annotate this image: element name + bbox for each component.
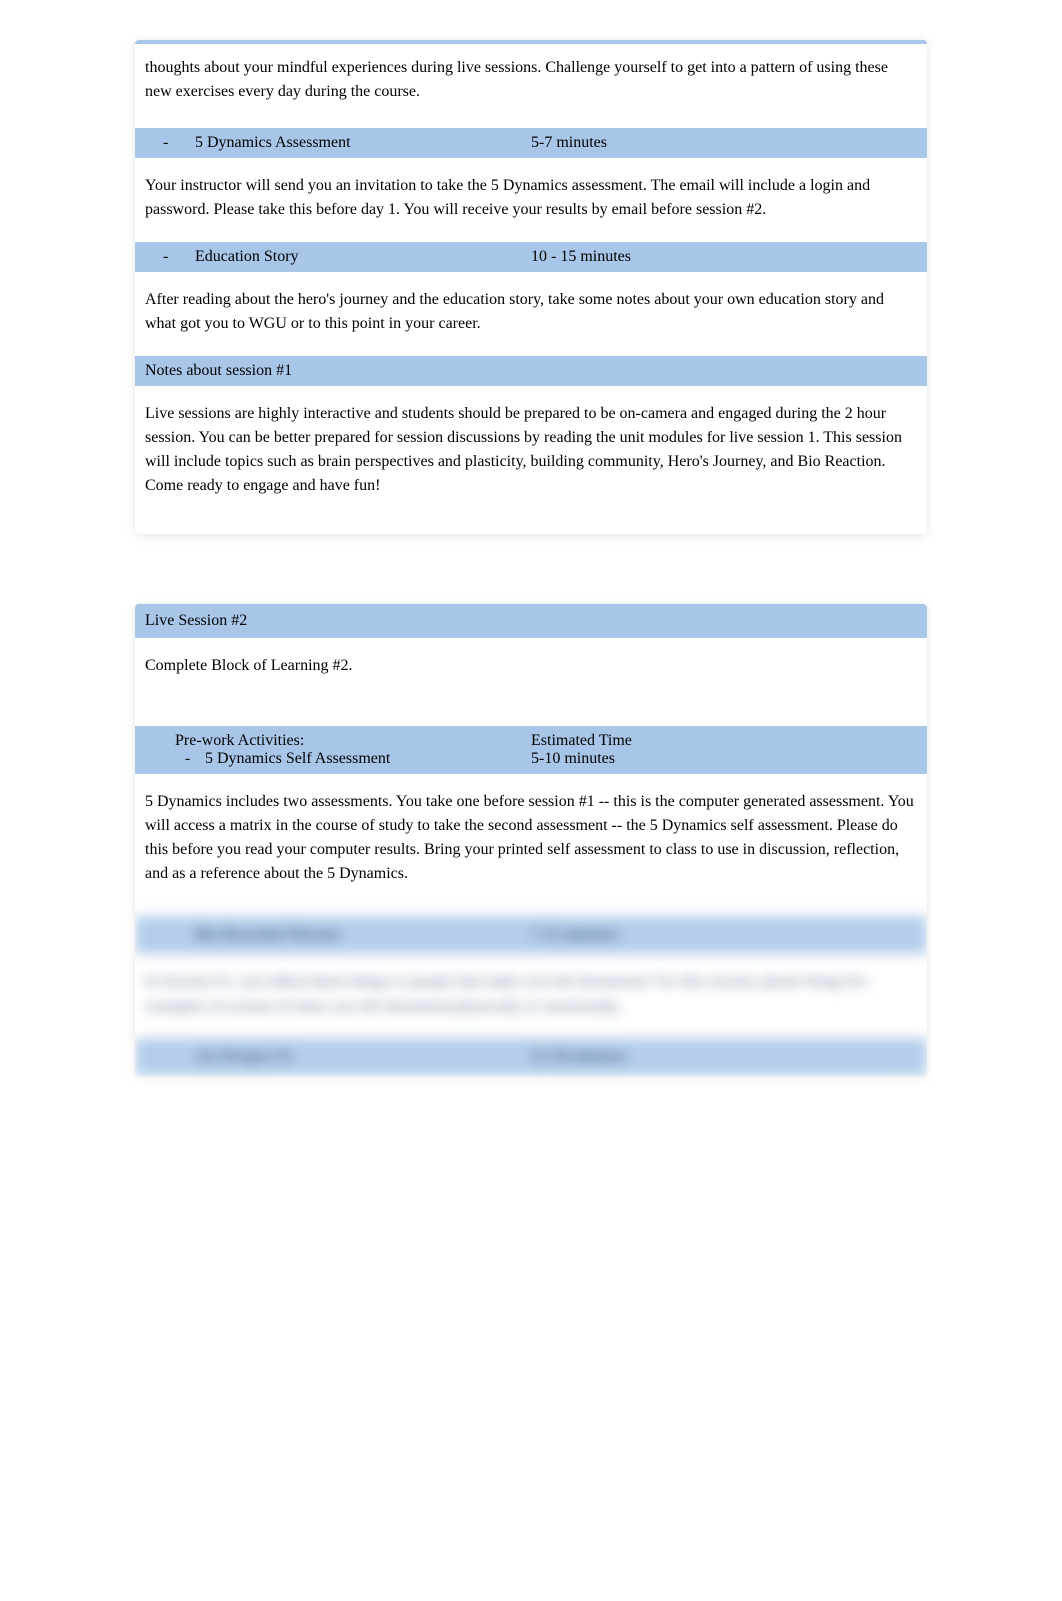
blur-right: 15-30 minutes	[531, 1048, 917, 1066]
blur-description: In Session #1, you talked about things o…	[135, 958, 927, 1038]
activity-right: 10 - 15 minutes	[531, 248, 917, 266]
prework-right: Estimated Time 5-10 minutes	[531, 732, 917, 768]
prework-bullet-text: 5 Dynamics Self Assessment	[205, 750, 390, 767]
blur-label: Art Project #1	[145, 1048, 292, 1065]
complete-block-section: Complete Block of Learning #2.	[135, 642, 927, 726]
intro-section: thoughts about your mindful experiences …	[135, 44, 927, 124]
blur-time: 7-12 minutes	[531, 926, 619, 943]
blur-left: Bio Reaction/Threats	[145, 926, 531, 944]
blur-label: Bio Reaction/Threats	[145, 926, 340, 943]
notes-text: Live sessions are highly interactive and…	[145, 405, 902, 494]
activity-left: 5 Dynamics Assessment	[145, 134, 531, 152]
activity-row-dynamics-assessment: 5 Dynamics Assessment 5-7 minutes	[135, 128, 927, 158]
prework-row: Pre-work Activities: 5 Dynamics Self Ass…	[135, 726, 927, 774]
blur-time: 15-30 minutes	[531, 1048, 627, 1065]
session-2-title: Live Session #2	[145, 612, 247, 629]
dynamics-text: Your instructor will send you an invitat…	[145, 177, 870, 218]
activity-bullet: 5 Dynamics Assessment	[145, 134, 351, 151]
blur-text: In Session #1, you talked about things o…	[145, 973, 868, 1015]
activity-label: Education Story	[177, 248, 299, 265]
estimated-time-label: Estimated Time	[531, 732, 917, 750]
education-text: After reading about the hero's journey a…	[145, 291, 884, 332]
self-assessment-text: 5 Dynamics includes two assessments. You…	[145, 793, 914, 882]
blurred-content: Bio Reaction/Threats 7-12 minutes In Ses…	[135, 916, 927, 1076]
session-card-1: thoughts about your mindful experiences …	[135, 40, 927, 534]
complete-block-text: Complete Block of Learning #2.	[145, 657, 353, 674]
intro-text: thoughts about your mindful experiences …	[145, 59, 888, 100]
activity-label: 5 Dynamics Assessment	[177, 134, 351, 151]
activity-time: 10 - 15 minutes	[531, 248, 631, 265]
notes-header-row: Notes about session #1	[135, 356, 927, 386]
dynamics-description: Your instructor will send you an invitat…	[135, 162, 927, 242]
blur-right: 7-12 minutes	[531, 926, 917, 944]
activity-right: 5-7 minutes	[531, 134, 917, 152]
activity-time: 5-7 minutes	[531, 134, 607, 151]
blur-row-bio-reaction: Bio Reaction/Threats 7-12 minutes	[135, 916, 927, 954]
notes-header: Notes about session #1	[145, 362, 917, 380]
blur-row-art-project: Art Project #1 15-30 minutes	[135, 1038, 927, 1076]
activity-bullet: Education Story	[145, 248, 299, 265]
education-description: After reading about the hero's journey a…	[135, 276, 927, 356]
prework-bullet: 5 Dynamics Self Assessment	[145, 750, 531, 768]
self-assessment-description: 5 Dynamics includes two assessments. You…	[135, 778, 927, 916]
notes-label: Notes about session #1	[145, 362, 292, 379]
notes-description: Live sessions are highly interactive and…	[135, 390, 927, 534]
activity-row-education-story: Education Story 10 - 15 minutes	[135, 242, 927, 272]
session-2-header: Live Session #2	[135, 604, 927, 638]
blur-left: Art Project #1	[145, 1048, 531, 1066]
activity-left: Education Story	[145, 248, 531, 266]
prework-title-text: Pre-work Activities:	[175, 732, 304, 749]
session-card-2: Live Session #2 Complete Block of Learni…	[135, 604, 927, 1076]
prework-left: Pre-work Activities: 5 Dynamics Self Ass…	[145, 732, 531, 768]
estimated-time-value: 5-10 minutes	[531, 750, 917, 768]
prework-title: Pre-work Activities:	[145, 732, 531, 750]
